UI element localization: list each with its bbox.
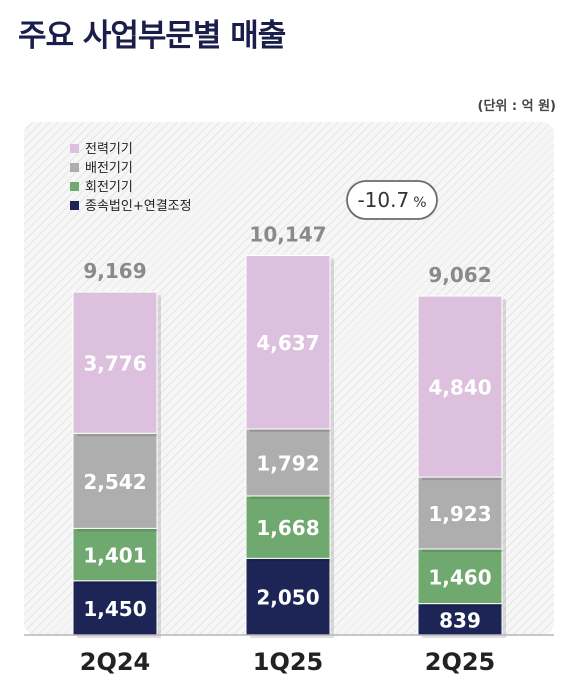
value-label-1q25-series-2: 1,792 [256, 451, 319, 475]
legend-swatch-0 [70, 144, 79, 153]
legend-label-1: 배전기기 [85, 161, 133, 176]
total-label-2q25: 9,062 [428, 263, 491, 287]
bar-1q25-series-3 [245, 255, 331, 430]
category-label-2q24: 2Q24 [80, 648, 151, 676]
legend-swatch-1 [70, 163, 79, 172]
bar-1q25-series-1 [245, 495, 331, 559]
bar-1q25-series-2 [245, 428, 331, 497]
legend-label-2: 회전기기 [85, 180, 133, 195]
unit-note: (단위 : 억 원) [477, 99, 557, 114]
value-label-2q24-series-0: 1,450 [83, 597, 146, 621]
value-label-2q24-series-3: 3,776 [83, 352, 146, 376]
value-label-1q25-series-0: 2,050 [256, 586, 319, 610]
value-label-2q25-series-3: 4,840 [428, 376, 491, 400]
value-label-2q24-series-1: 1,401 [83, 544, 146, 568]
legend-swatch-2 [70, 182, 79, 191]
value-label-1q25-series-1: 1,668 [256, 516, 319, 540]
change-annotation-bubble [346, 180, 438, 220]
value-label-2q25-series-2: 1,923 [428, 502, 491, 526]
category-label-1q25: 1Q25 [253, 648, 324, 676]
bar-2q24-series-3 [72, 291, 158, 434]
total-label-1q25: 10,147 [249, 223, 326, 247]
bar-2q25-series-0 [417, 603, 503, 636]
change-annotation-text: -10.7% [357, 188, 426, 212]
bar-2q24-series-2 [72, 432, 158, 529]
legend-swatch-3 [70, 201, 79, 210]
value-label-2q24-series-2: 2,542 [83, 470, 146, 494]
legend-label-0: 전력기기 [85, 142, 133, 157]
bar-2q25-series-2 [417, 476, 503, 550]
page-title: 주요 사업부문별 매출 [18, 18, 286, 54]
bar-2q25-series-3 [417, 295, 503, 478]
value-label-1q25-series-3: 4,637 [256, 331, 319, 355]
value-label-2q25-series-0: 839 [439, 608, 481, 632]
category-label-2q25: 2Q25 [425, 648, 496, 676]
value-label-2q25-series-1: 1,460 [428, 565, 491, 589]
total-label-2q24: 9,169 [83, 259, 146, 283]
legend-label-3: 종속법인+연결조정 [85, 199, 192, 214]
bar-2q24-series-1 [72, 527, 158, 582]
